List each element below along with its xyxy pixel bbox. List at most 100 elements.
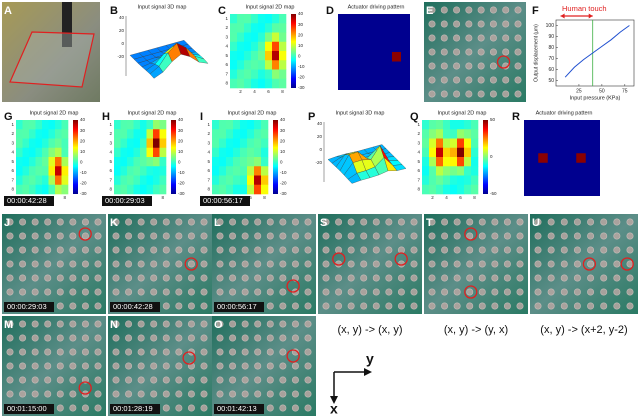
actuator-dot <box>150 246 158 254</box>
heatmap-cell <box>146 166 154 176</box>
actuator-dot <box>6 376 14 384</box>
actuator-dot <box>372 274 380 282</box>
heatmap-cell <box>457 157 465 167</box>
panel-label: G <box>4 111 13 123</box>
heatmap-cell <box>127 175 134 186</box>
actuator-dot <box>453 288 461 296</box>
panel-title: Input signal 2D map <box>30 110 79 116</box>
heatmap-cell <box>230 14 238 24</box>
heatmap-cell <box>261 129 269 139</box>
heatmap-cell <box>212 184 220 195</box>
actuator-dot <box>6 320 14 328</box>
heatmap-cell <box>140 184 147 195</box>
actuator-dot <box>397 302 405 310</box>
y-tick-label: 4 <box>225 44 228 49</box>
heatmap-cell <box>261 147 269 158</box>
axis-label: y <box>366 351 374 367</box>
x-tick-label: 2 <box>239 89 242 94</box>
actuator-dot <box>112 334 120 342</box>
actuator-dot <box>44 274 52 282</box>
colorbar-tick-label: -30 <box>280 191 287 196</box>
colorbar-tick-label: -50 <box>490 191 497 196</box>
actuator-dot <box>478 260 486 268</box>
x-tick-label: 8 <box>263 195 266 200</box>
heatmap-cell <box>244 14 252 24</box>
actuator-dot <box>587 288 595 296</box>
timestamp-box <box>214 404 264 414</box>
actuator-dot <box>491 288 499 296</box>
heatmap-cell <box>422 166 430 176</box>
actuator-dot <box>137 232 145 240</box>
photo <box>424 214 528 314</box>
actuator-dot <box>216 232 224 240</box>
colorbar-tick-label: 40 <box>80 117 86 122</box>
heatmap-cell <box>120 120 128 130</box>
colorbar <box>273 120 278 194</box>
heatmap-cell <box>436 157 444 167</box>
heatmap-cell <box>146 175 154 186</box>
actuator-dot <box>31 232 39 240</box>
heatmap-cell <box>16 157 23 167</box>
actuator-dot <box>428 34 436 42</box>
panel-title: Input signal 3D map <box>138 4 187 10</box>
actuator-dot <box>453 62 461 70</box>
photo <box>108 316 212 416</box>
heatmap-cell <box>251 14 259 24</box>
colorbar-tick-label: 20 <box>178 138 184 143</box>
heatmap-cell <box>244 69 252 80</box>
actuator-dot <box>31 376 39 384</box>
actuator-dot <box>19 288 27 296</box>
actuator-dot <box>187 260 195 268</box>
actuator-dot <box>31 260 39 268</box>
actuator-dot <box>81 348 89 356</box>
actuator-dot <box>56 404 64 412</box>
actuator-dot <box>112 274 120 282</box>
actuator-dot <box>441 218 449 226</box>
heatmap-cell <box>471 120 479 130</box>
actuator-dot <box>587 218 595 226</box>
actuator-dot <box>200 348 208 356</box>
heatmap-cell <box>114 138 121 149</box>
x-tick-label: 8 <box>161 195 164 200</box>
heatmap-cell <box>237 51 245 61</box>
actuator-dot <box>453 90 461 98</box>
actuator-dot <box>162 376 170 384</box>
actuator-dot <box>477 48 485 56</box>
heatmap-cell <box>244 51 252 61</box>
actuator-dot <box>19 260 27 268</box>
heatmap-cell <box>265 51 273 61</box>
heatmap-cell <box>114 147 121 158</box>
colorbar-tick-label: 0 <box>80 159 83 164</box>
y-tick-label: 7 <box>207 177 210 182</box>
actuator-dot <box>241 274 249 282</box>
heatmap-cell <box>261 184 269 195</box>
actuator-dot <box>428 6 436 14</box>
actuator-dot <box>466 302 474 310</box>
actuator-dot <box>81 320 89 328</box>
timestamp-box <box>4 404 54 414</box>
actuator-dot <box>516 218 524 226</box>
actuator-dot <box>372 288 380 296</box>
actuator-dot <box>216 362 224 370</box>
photo <box>108 214 212 314</box>
heatmap-cell <box>244 41 252 52</box>
heatmap-cell <box>464 120 472 130</box>
heatmap-cell <box>22 147 30 158</box>
heatmap-cell <box>29 138 36 149</box>
heatmap-cell <box>443 166 451 176</box>
heatmap-cell <box>159 147 167 158</box>
heatmap-cell <box>219 120 227 130</box>
heatmap-cell <box>279 32 287 43</box>
actuator-dot <box>94 302 102 310</box>
device-outline <box>9 31 95 88</box>
colorbar-tick-label: 0 <box>490 154 493 159</box>
actuator-dot <box>428 246 436 254</box>
heatmap-cell <box>114 129 121 139</box>
timestamp: 00:00:42:28 <box>7 196 47 205</box>
actuator-dot <box>200 404 208 412</box>
heatmap-cell <box>16 175 23 186</box>
actuator-dot <box>137 390 145 398</box>
actuator-dot <box>254 348 262 356</box>
actuator-dot <box>502 20 510 28</box>
actuator-dot <box>125 390 133 398</box>
